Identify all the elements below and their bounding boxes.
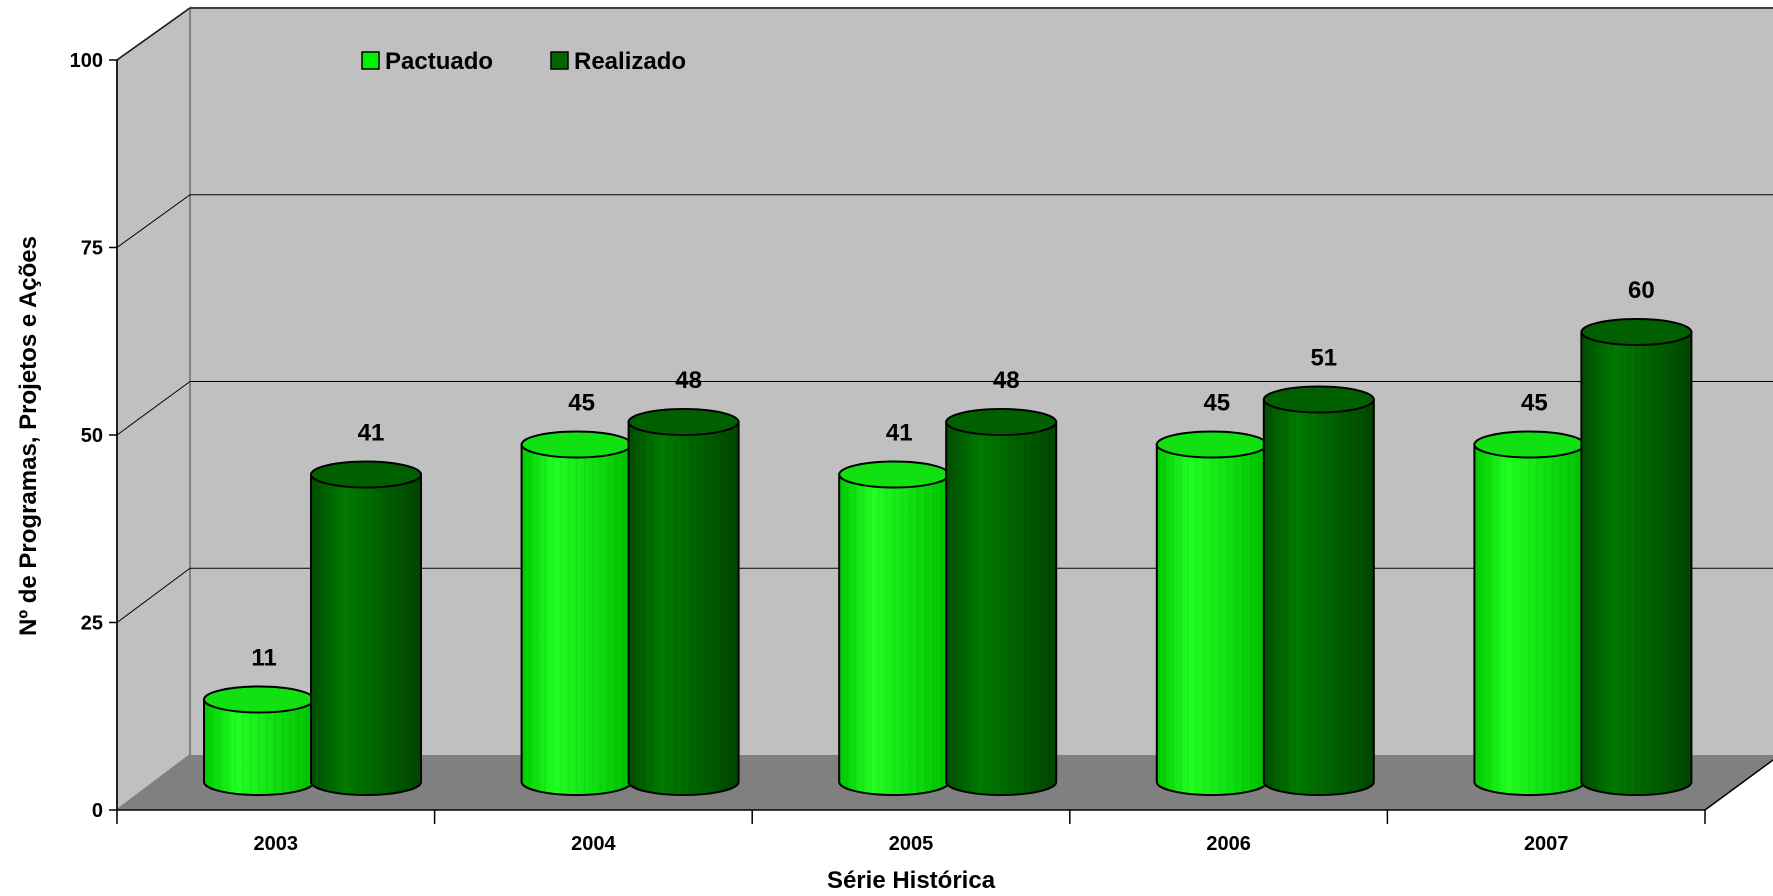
y-axis-title: Nº de Programas, Projetos e Ações bbox=[15, 236, 42, 636]
bar-realizado-2005 bbox=[945, 408, 1058, 796]
value-label: 48 bbox=[993, 367, 1020, 394]
value-label: 45 bbox=[568, 390, 595, 417]
y-tick-label: 25 bbox=[81, 613, 103, 635]
bar-realizado-2003 bbox=[310, 460, 422, 796]
y-tick-label: 100 bbox=[70, 50, 103, 72]
bar-body bbox=[945, 421, 1058, 796]
value-label: 45 bbox=[1521, 390, 1548, 417]
legend-swatch-realizado bbox=[550, 51, 569, 70]
x-tick-label: 2004 bbox=[571, 833, 616, 855]
bars bbox=[203, 318, 1693, 796]
bar-realizado-2006 bbox=[1262, 385, 1375, 796]
bar-realizado-2007 bbox=[1580, 318, 1693, 796]
side-wall bbox=[116, 6, 191, 813]
x-tick-label: 2006 bbox=[1206, 833, 1251, 855]
bar-top bbox=[310, 460, 422, 489]
value-label: 41 bbox=[886, 420, 913, 447]
legend-label-realizado: Realizado bbox=[574, 48, 686, 75]
y-tick-label: 75 bbox=[81, 238, 103, 260]
bar-body bbox=[627, 421, 740, 796]
bar-top bbox=[1473, 430, 1586, 459]
x-tick-label: 2007 bbox=[1524, 833, 1569, 855]
legend-label-pactuado: Pactuado bbox=[385, 48, 493, 75]
gridline-side bbox=[116, 194, 191, 248]
gridline-side bbox=[116, 381, 191, 436]
bar-top bbox=[1580, 318, 1693, 346]
legend-swatch-pactuado bbox=[361, 51, 380, 70]
bar-body bbox=[1580, 331, 1693, 796]
bar-top bbox=[520, 430, 633, 459]
legend: Pactuado Realizado bbox=[361, 48, 686, 75]
value-label: 51 bbox=[1310, 345, 1337, 372]
bar-pactuado-2004 bbox=[520, 430, 633, 796]
bar-pactuado-2005 bbox=[838, 460, 951, 796]
bar-top bbox=[203, 685, 315, 714]
bar-top bbox=[838, 460, 951, 489]
y-tick-label: 0 bbox=[92, 800, 103, 822]
bar-pactuado-2007 bbox=[1473, 430, 1586, 796]
gridline-side bbox=[116, 7, 191, 61]
value-label: 41 bbox=[358, 420, 385, 447]
value-label: 11 bbox=[251, 645, 276, 672]
bar-pactuado-2003 bbox=[203, 685, 315, 796]
bar-top bbox=[627, 408, 740, 436]
value-label: 48 bbox=[675, 367, 702, 394]
bar-pactuado-2006 bbox=[1155, 430, 1268, 796]
floor-edge bbox=[1704, 759, 1773, 811]
bar-top bbox=[1262, 385, 1375, 414]
x-axis-title: Série Histórica bbox=[827, 867, 996, 894]
bar-body bbox=[310, 473, 422, 796]
x-tick-label: 2005 bbox=[889, 833, 934, 855]
axes: 0 25 50 75 100 2003 2004 2005 2006 2007 bbox=[70, 50, 1773, 855]
bar-realizado-2004 bbox=[627, 408, 740, 796]
value-label: 45 bbox=[1203, 390, 1230, 417]
bar-body bbox=[1262, 398, 1375, 796]
bar-top bbox=[945, 408, 1058, 436]
value-label: 60 bbox=[1628, 277, 1655, 304]
value-labels: 11 41 45 48 41 48 45 51 45 60 bbox=[251, 277, 1654, 672]
y-tick-label: 50 bbox=[81, 425, 103, 447]
gridline-side bbox=[116, 567, 191, 623]
x-tick-label: 2003 bbox=[254, 833, 299, 855]
bar-top bbox=[1155, 430, 1268, 459]
